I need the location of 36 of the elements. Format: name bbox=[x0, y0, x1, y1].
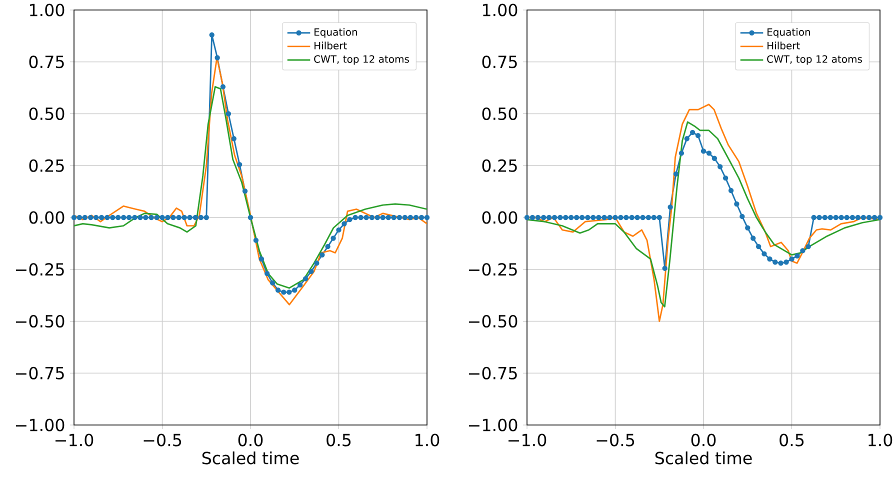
legend-label: CWT, top 12 atoms bbox=[314, 55, 409, 65]
x-axis-title: Scaled time bbox=[202, 451, 299, 464]
y-tick-label: 0.25 bbox=[29, 159, 64, 172]
legend-label: Equation bbox=[314, 28, 357, 38]
y-tick-label: 0.00 bbox=[29, 211, 64, 224]
y-tick-label: 0.50 bbox=[482, 107, 518, 120]
y-tick-label: 0.75 bbox=[29, 56, 64, 68]
x-tick-label: 0.5 bbox=[326, 434, 351, 446]
y-tick-label: −0.25 bbox=[468, 263, 517, 276]
y-tick-label: −1.00 bbox=[16, 418, 64, 432]
x-tick-label: 0.0 bbox=[238, 434, 263, 446]
x-axis-title: Scaled time bbox=[655, 451, 752, 464]
y-tick-label: 0.00 bbox=[482, 211, 518, 224]
x-tick-label: 1.0 bbox=[416, 434, 440, 446]
y-tick-label: −1.00 bbox=[468, 418, 518, 432]
x-tick-label: −1.0 bbox=[508, 434, 546, 446]
y-tick-label: 0.75 bbox=[482, 56, 517, 68]
legend-label: Hilbert bbox=[768, 42, 800, 50]
y-tick-label: −0.50 bbox=[16, 314, 64, 328]
x-tick-label: −0.5 bbox=[144, 434, 182, 446]
x-tick-label: −0.5 bbox=[596, 434, 634, 446]
y-tick-label: 1.00 bbox=[483, 4, 518, 16]
x-tick-label: −1.0 bbox=[56, 434, 94, 446]
y-tick-label: −0.25 bbox=[16, 263, 64, 276]
y-tick-label: −0.50 bbox=[468, 314, 518, 328]
y-tick-label: 1.00 bbox=[30, 4, 64, 16]
y-tick-label: −0.75 bbox=[468, 366, 517, 380]
y-tick-label: 0.50 bbox=[29, 107, 64, 120]
x-tick-label: 0.5 bbox=[780, 434, 804, 446]
y-tick-label: 0.25 bbox=[482, 159, 517, 172]
x-tick-label: 1.0 bbox=[868, 434, 892, 446]
legend-label: Equation bbox=[768, 28, 810, 38]
legend-label: Hilbert bbox=[314, 42, 347, 50]
x-tick-label: 0.0 bbox=[691, 434, 716, 446]
legend-label: CWT, top 12 atoms bbox=[767, 55, 862, 65]
y-tick-label: −0.75 bbox=[16, 366, 64, 380]
